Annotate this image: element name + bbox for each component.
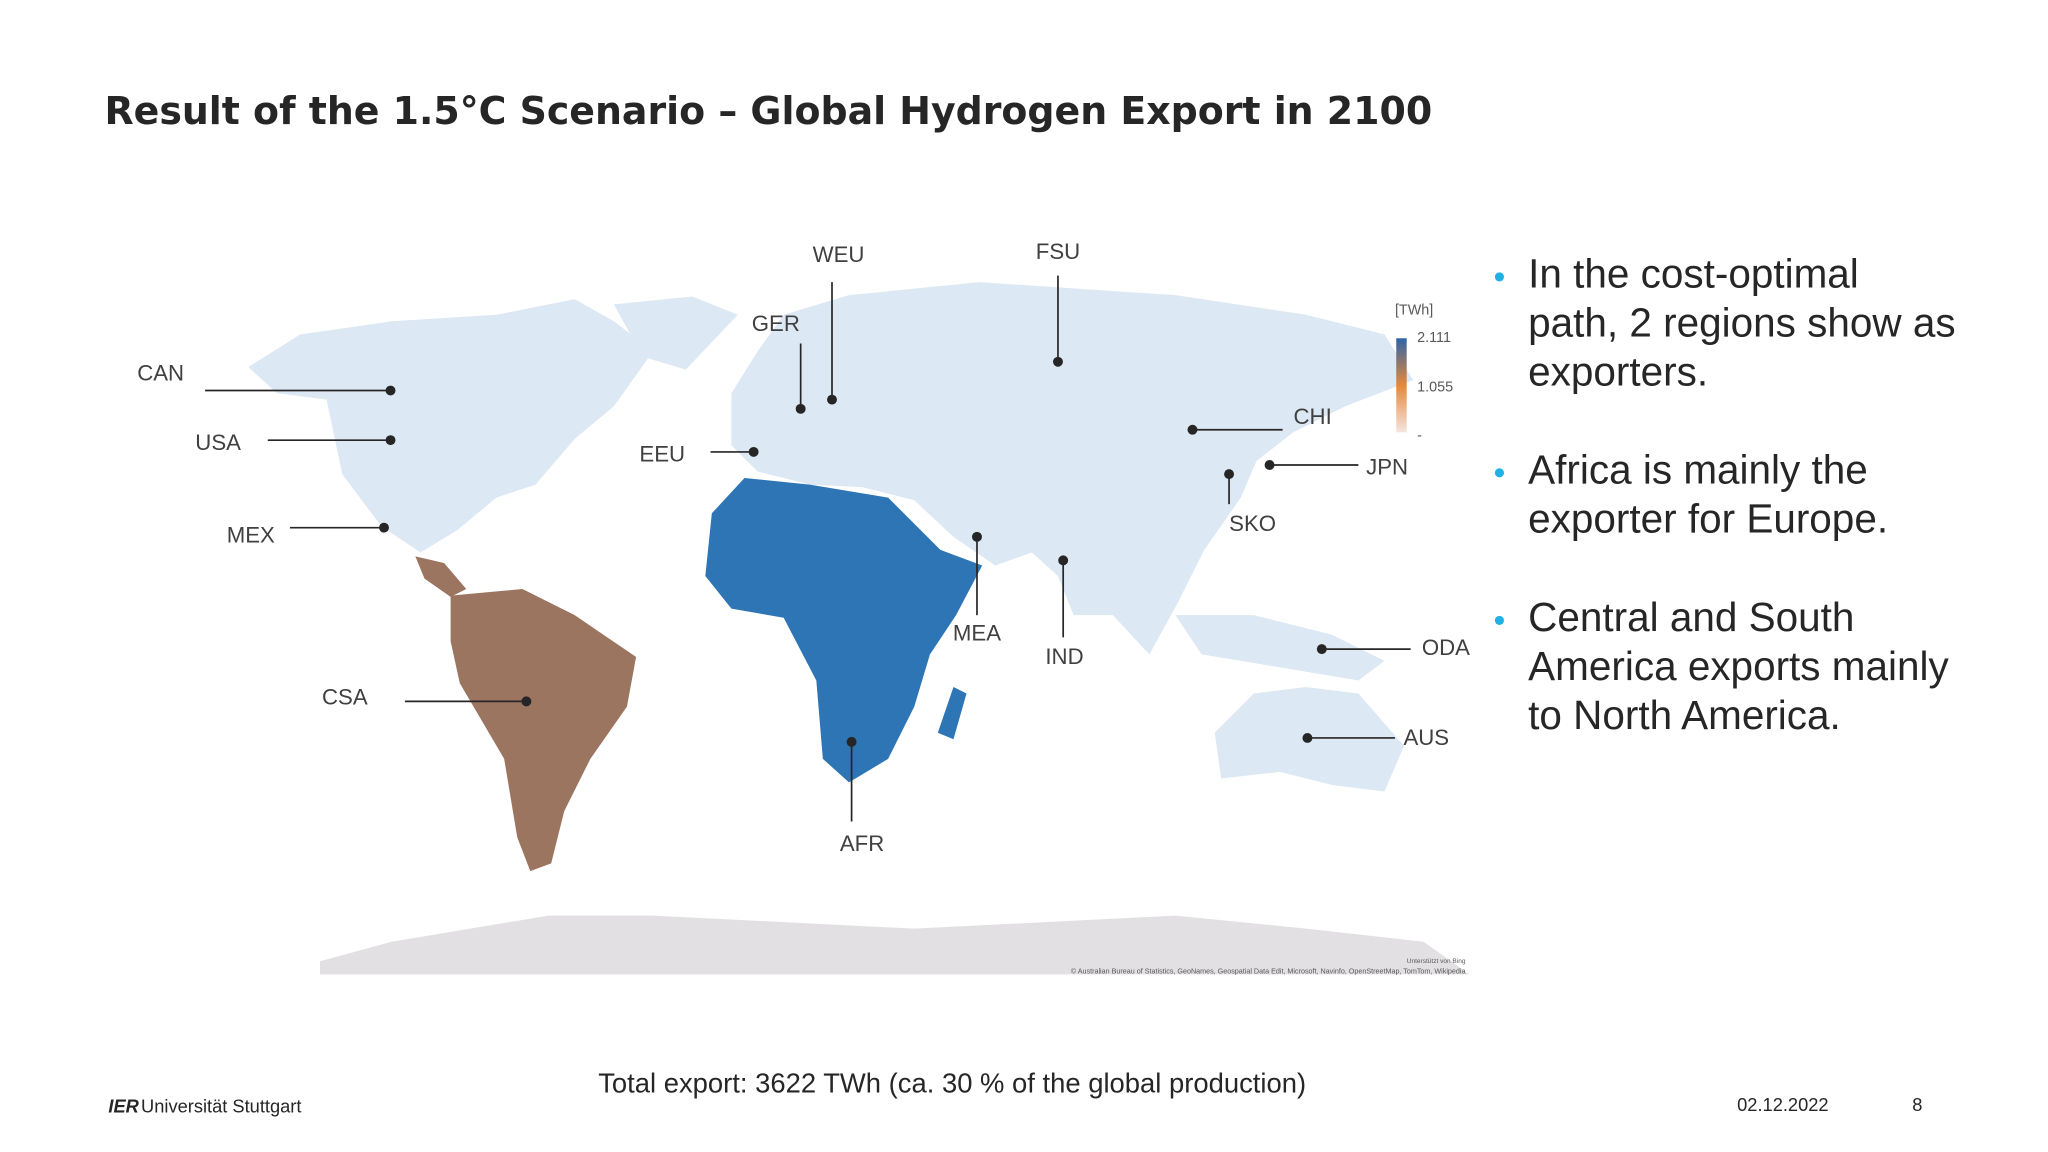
pin-dot (379, 522, 389, 533)
region-label: CHI (1294, 404, 1332, 429)
region-label: CSA (322, 685, 368, 710)
region-label: IND (1045, 644, 1083, 669)
region-label: MEX (227, 523, 275, 548)
pin-dot (972, 531, 982, 542)
region-label: ODA (1422, 635, 1470, 660)
southeast-asia (1175, 615, 1385, 681)
bullet-text: In the cost-optimal (1528, 251, 1859, 297)
pin-dot (1058, 555, 1069, 566)
pin-dot (1224, 469, 1235, 480)
region-label: GER (752, 311, 800, 336)
legend-label: 1.055 (1417, 380, 1453, 396)
date: 02.12.2022 (1737, 1094, 1828, 1115)
region-pins: CAN USA MEX CSA EEU GER WEU FSU CHI JPN SKO MEA IND O… (137, 239, 1470, 856)
pin-dot (521, 696, 532, 707)
madagascar (937, 687, 967, 740)
legend-label: - (1417, 428, 1422, 444)
map-attribution: © Australian Bureau of Statistics, GeoNa… (1071, 968, 1466, 976)
region-label: JPN (1366, 455, 1408, 480)
region-label: CAN (137, 361, 184, 386)
bullet-dot (1494, 272, 1504, 282)
pin-dot (846, 736, 857, 747)
north-america (248, 299, 654, 553)
pin-dot (748, 446, 759, 457)
institute: IER (108, 1095, 139, 1116)
bullet-text: exporter for Europe. (1528, 495, 1888, 541)
bullet-text: Africa is mainly the (1528, 447, 1868, 493)
region-label: EEU (639, 442, 685, 467)
world-map (248, 282, 1470, 975)
total-note: Total export: 3622 TWh (ca. 30 % of the … (598, 1068, 1306, 1099)
africa (705, 478, 983, 783)
legend: [TWh] 2.111 1.055 - (1395, 303, 1453, 444)
bullet-text: America exports mainly (1528, 643, 1949, 689)
page-number: 8 (1912, 1094, 1922, 1115)
region-label: MEA (953, 621, 1001, 646)
legend-label: 2.111 (1417, 330, 1451, 346)
eurasia (731, 282, 1414, 655)
pin-dot (1302, 732, 1313, 743)
pin-dot (795, 403, 806, 414)
region-label: USA (195, 430, 241, 455)
bullet-dot (1494, 615, 1504, 625)
region-label: AUS (1403, 725, 1449, 750)
bullet-dot (1494, 468, 1504, 478)
pin-dot (385, 435, 396, 446)
region-label: WEU (813, 242, 865, 267)
region-label: AFR (840, 831, 884, 856)
legend-unit: [TWh] (1395, 303, 1433, 319)
pin-dot (1264, 460, 1275, 470)
bullet-text: Central and South (1528, 594, 1854, 640)
bullet-text: to North America. (1528, 692, 1841, 738)
central-america (415, 556, 467, 597)
antarctica (320, 915, 1470, 975)
pin-dot (827, 394, 837, 405)
region-label: FSU (1036, 239, 1080, 264)
pin-dot (1316, 644, 1327, 655)
bullet-text: path, 2 regions show as (1528, 300, 1955, 346)
legend-gradient (1396, 338, 1407, 433)
bullet-text: exporters. (1528, 349, 1708, 395)
greenland (613, 296, 738, 370)
map-credit: Unterstützt von Bing (1407, 958, 1466, 965)
region-label: SKO (1229, 511, 1276, 536)
pin-dot (1187, 424, 1198, 435)
university: Universität Stuttgart (141, 1095, 301, 1116)
slide-title: Result of the 1.5°C Scenario – Global Hy… (104, 89, 1432, 133)
pin-dot (1052, 356, 1063, 367)
pin-dot (385, 385, 396, 396)
south-america (450, 589, 637, 872)
